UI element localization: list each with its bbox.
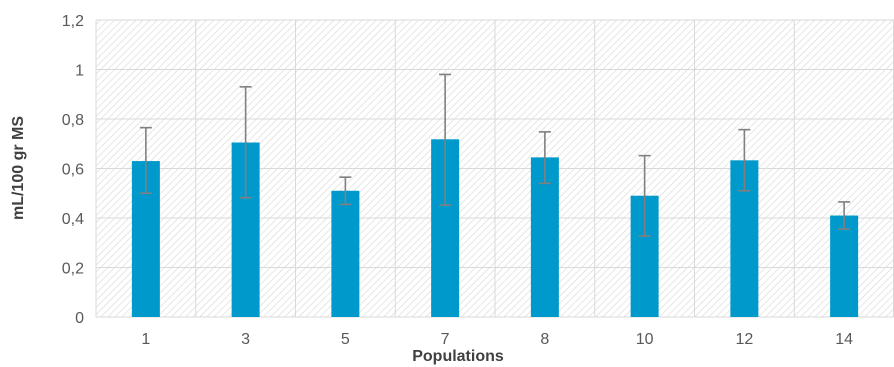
x-tick-label: 5 bbox=[341, 331, 350, 348]
x-tick-label: 10 bbox=[636, 331, 654, 348]
error-bar bbox=[838, 201, 851, 230]
x-axis-ticks: 1 3 5 7 8 10 12 14 bbox=[141, 331, 853, 348]
x-tick-label: 7 bbox=[441, 331, 450, 348]
x-tick-label: 14 bbox=[835, 331, 853, 348]
error-bar bbox=[239, 86, 252, 199]
x-tick-label: 3 bbox=[241, 331, 250, 348]
error-bar bbox=[538, 131, 551, 185]
x-tick-label: 1 bbox=[141, 331, 150, 348]
error-bar bbox=[638, 154, 651, 237]
y-tick-label: 0,4 bbox=[62, 211, 84, 228]
y-tick-label: 0 bbox=[75, 310, 84, 327]
y-tick-label: 1,2 bbox=[62, 13, 84, 30]
bar bbox=[830, 215, 859, 317]
error-bar bbox=[339, 176, 352, 206]
bar bbox=[331, 190, 360, 317]
error-bar bbox=[139, 126, 152, 195]
error-bars bbox=[139, 73, 851, 237]
y-tick-label: 1 bbox=[75, 63, 84, 80]
x-tick-label: 12 bbox=[735, 331, 753, 348]
gridlines bbox=[95, 19, 894, 318]
y-tick-label: 0,8 bbox=[62, 112, 84, 129]
y-axis-ticks: 0 0,2 0,4 0,6 0,8 1 1,2 bbox=[62, 13, 84, 327]
x-tick-label: 8 bbox=[540, 331, 549, 348]
x-axis-title: Populations bbox=[412, 348, 504, 365]
bars bbox=[131, 139, 859, 317]
y-tick-label: 0,2 bbox=[62, 261, 84, 278]
error-bar bbox=[738, 128, 751, 192]
y-tick-label: 0,6 bbox=[62, 162, 84, 179]
y-axis-title: mL/100 gr MS bbox=[10, 116, 27, 220]
error-bar bbox=[439, 73, 452, 206]
